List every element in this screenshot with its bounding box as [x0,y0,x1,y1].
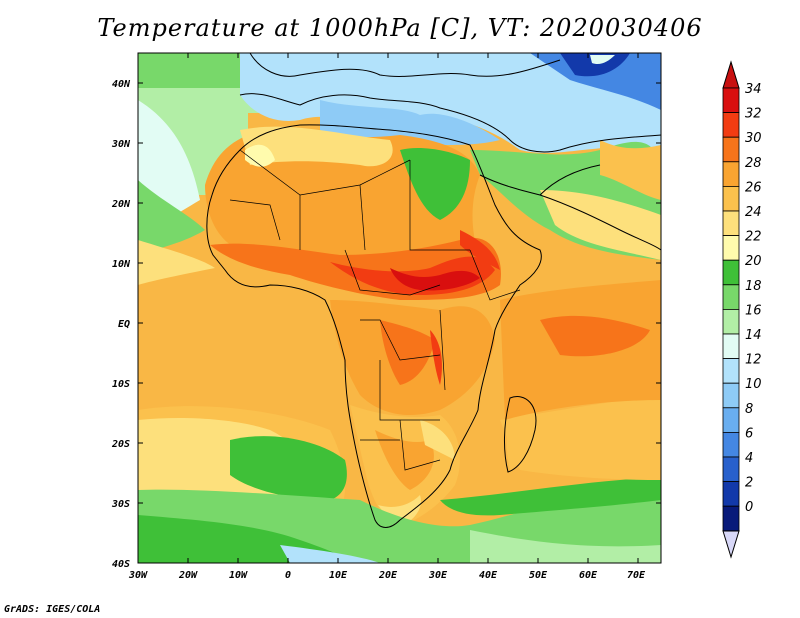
grads-credit: GrADS: IGES/COLA [4,604,101,615]
colorbar-box [722,358,740,384]
lat-label-eq: EQ [118,319,130,330]
colorbar-label: 28 [745,156,762,171]
lon-label-70e: 70E [627,570,646,581]
colorbar-box [722,407,740,433]
colorbar-label: 24 [745,205,762,220]
lat-label-30n: 30N [111,139,131,150]
colorbar-label: 4 [745,451,753,466]
axis-ticks [137,53,661,564]
colorbar-box [722,505,740,532]
lon-label-10w: 10W [229,570,248,581]
colorbar-label: 2 [745,476,753,491]
colorbar-label: 30 [745,131,762,146]
lon-labels: 30W 20W 10W 0 10E 20E 30E 40E 50E 60E 70… [128,570,646,581]
colorbar-box [722,456,740,483]
colorbar-label: 0 [745,500,753,515]
colorbar-label: 6 [745,426,753,441]
lon-label-0: 0 [285,570,291,581]
lon-label-10e: 10E [329,570,348,581]
coastlines [206,53,661,528]
colorbar-box [722,87,740,114]
map-frame [137,52,662,564]
lat-label-20s: 20S [111,439,130,450]
colorbar-label: 18 [745,279,762,294]
colorbar-above-arrow [722,60,740,89]
colorbar-box [722,112,740,138]
country-borders [229,149,521,471]
plot-title: Temperature at 1000hPa [C], VT: 20200304… [97,14,703,42]
lon-label-20e: 20E [378,570,398,581]
lon-label-20w: 20W [178,570,198,581]
colorbar-label: 20 [745,254,762,269]
colorbar-label: 26 [745,180,762,195]
lon-label-30e: 30E [428,570,448,581]
colorbar-label: 14 [745,328,762,343]
lat-label-40s: 40S [112,559,130,570]
lat-labels: 40N 30N 20N 10N EQ 10S 20S 30S 40S [111,79,131,570]
colorbar-box [722,431,740,458]
colorbar-box [722,235,740,261]
colorbar-box [722,185,740,212]
temperature-field [138,53,661,563]
colorbar-box [722,161,740,187]
colorbar-label: 10 [745,377,762,392]
colorbar-label: 22 [745,230,762,245]
lat-label-30s: 30S [111,499,130,510]
lat-label-10s: 10S [112,379,130,390]
lon-label-40e: 40E [479,570,498,581]
colorbar-box [722,136,740,163]
colorbar-box [722,481,740,507]
lon-label-50e: 50E [529,570,548,581]
colorbar-box [722,333,740,360]
lat-label-40n: 40N [112,79,131,90]
lon-label-60e: 60E [579,570,598,581]
colorbar-below-arrow [722,530,740,559]
lat-label-20n: 20N [111,199,131,210]
colorbar-box [722,284,740,310]
colorbar-box [722,210,740,237]
lat-label-10n: 10N [112,259,131,270]
colorbar-label: 34 [745,82,762,97]
lon-label-30w: 30W [128,570,148,581]
colorbar-label: 16 [745,303,762,318]
colorbar-label: 12 [745,353,762,368]
colorbar-box [722,259,740,286]
colorbar-box [722,308,740,335]
colorbar-box [722,382,740,409]
colorbar-label: 32 [745,107,762,122]
colorbar-label: 8 [745,402,753,417]
